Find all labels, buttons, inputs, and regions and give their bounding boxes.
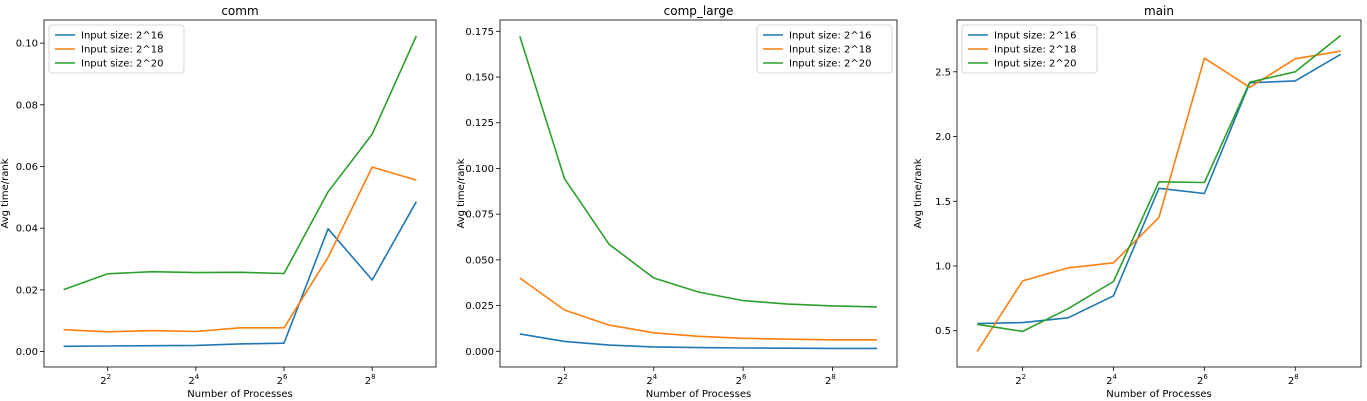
legend-box <box>48 24 185 74</box>
chart-comp_large: comp_large 0.000 0.025 0.050 0.075 0.100 0.125… <box>456 4 898 400</box>
y-tick-label: 0.150 <box>465 73 494 84</box>
axes-frame <box>499 19 898 368</box>
legend-box <box>961 24 1098 74</box>
x-tick-label: 28 <box>1288 373 1299 387</box>
legend-label: Input size: 2^18 <box>789 45 871 56</box>
y-tick-label: 1.0 <box>935 262 951 273</box>
axes-frame <box>956 19 1362 368</box>
legend-box <box>756 24 893 74</box>
chart-title: comp_large <box>664 4 734 18</box>
y-tick-label: 0.06 <box>16 162 38 173</box>
x-tick-label: 26 <box>736 373 747 387</box>
series-line-2 <box>519 277 877 341</box>
legend: Input size: 2^16 Input size: 2^18 Input si… <box>756 24 893 74</box>
chart-comm: comm 0.00 0.02 0.04 0.06 0.08 0.10 22 24 26 28 Numb… <box>0 4 437 400</box>
y-tick-label: 0.08 <box>16 100 38 111</box>
legend-label: Input size: 2^20 <box>994 59 1076 70</box>
y-axis-label: Avg time/rank <box>456 158 467 228</box>
y-tick-label: 2.5 <box>935 67 951 78</box>
y-tick-label: 0.100 <box>465 164 494 175</box>
legend: Input size: 2^16 Input size: 2^18 Input si… <box>961 24 1098 74</box>
x-tick-label: 22 <box>1015 373 1026 387</box>
x-tick-label: 28 <box>365 373 376 387</box>
series-line-1 <box>63 201 417 348</box>
chart-main: main 0.5 1.0 1.5 2.0 2.5 22 24 26 28 Number of Pro… <box>913 4 1362 400</box>
y-tick-label: 0.075 <box>465 210 494 221</box>
y-tick-label: 2.0 <box>935 132 951 143</box>
x-axis-label: Number of Processes <box>1106 389 1211 400</box>
y-tick-label: 1.5 <box>935 197 951 208</box>
series-line-2 <box>63 166 417 333</box>
chart-title: main <box>1144 4 1174 18</box>
series-line-3 <box>63 35 418 291</box>
y-axis-label: Avg time/rank <box>913 158 924 228</box>
y-tick-label: 0.000 <box>465 347 494 358</box>
axes-frame <box>43 19 437 368</box>
y-tick-label: 0.050 <box>465 255 494 266</box>
y-tick-label: 0.00 <box>16 347 38 358</box>
x-tick-label: 24 <box>646 373 657 387</box>
series-line-3 <box>977 34 1342 333</box>
legend-label: Input size: 2^18 <box>994 45 1076 56</box>
legend-label: Input size: 2^20 <box>789 59 871 70</box>
legend-label: Input size: 2^16 <box>994 31 1076 42</box>
x-axis-label: Number of Processes <box>646 389 751 400</box>
y-axis-label: Avg time/rank <box>0 158 11 228</box>
series-line-2 <box>976 50 1341 352</box>
series-line-1 <box>977 53 1342 325</box>
legend: Input size: 2^16 Input size: 2^18 Input si… <box>48 24 185 74</box>
y-tick-label: 0.10 <box>16 39 38 50</box>
legend-label: Input size: 2^16 <box>81 31 163 42</box>
x-tick-label: 28 <box>825 373 836 387</box>
y-tick-label: 0.175 <box>465 27 494 38</box>
y-tick-label: 0.04 <box>16 224 38 235</box>
x-tick-label: 22 <box>100 373 111 387</box>
x-tick-label: 26 <box>277 373 288 387</box>
x-tick-label: 24 <box>1106 373 1117 387</box>
x-tick-label: 22 <box>557 373 568 387</box>
series-line-1 <box>519 333 877 350</box>
legend-label: Input size: 2^18 <box>81 45 163 56</box>
y-tick-label: 0.02 <box>16 285 38 296</box>
legend-label: Input size: 2^20 <box>81 59 163 70</box>
legend-label: Input size: 2^16 <box>789 31 871 42</box>
y-tick-label: 0.125 <box>465 118 494 129</box>
x-tick-label: 26 <box>1197 373 1208 387</box>
y-tick-label: 0.025 <box>465 301 494 312</box>
series-line-3 <box>519 36 878 308</box>
chart-title: comm <box>221 4 258 18</box>
y-tick-label: 0.5 <box>935 326 951 337</box>
x-tick-label: 24 <box>188 373 199 387</box>
x-axis-label: Number of Processes <box>187 389 292 400</box>
